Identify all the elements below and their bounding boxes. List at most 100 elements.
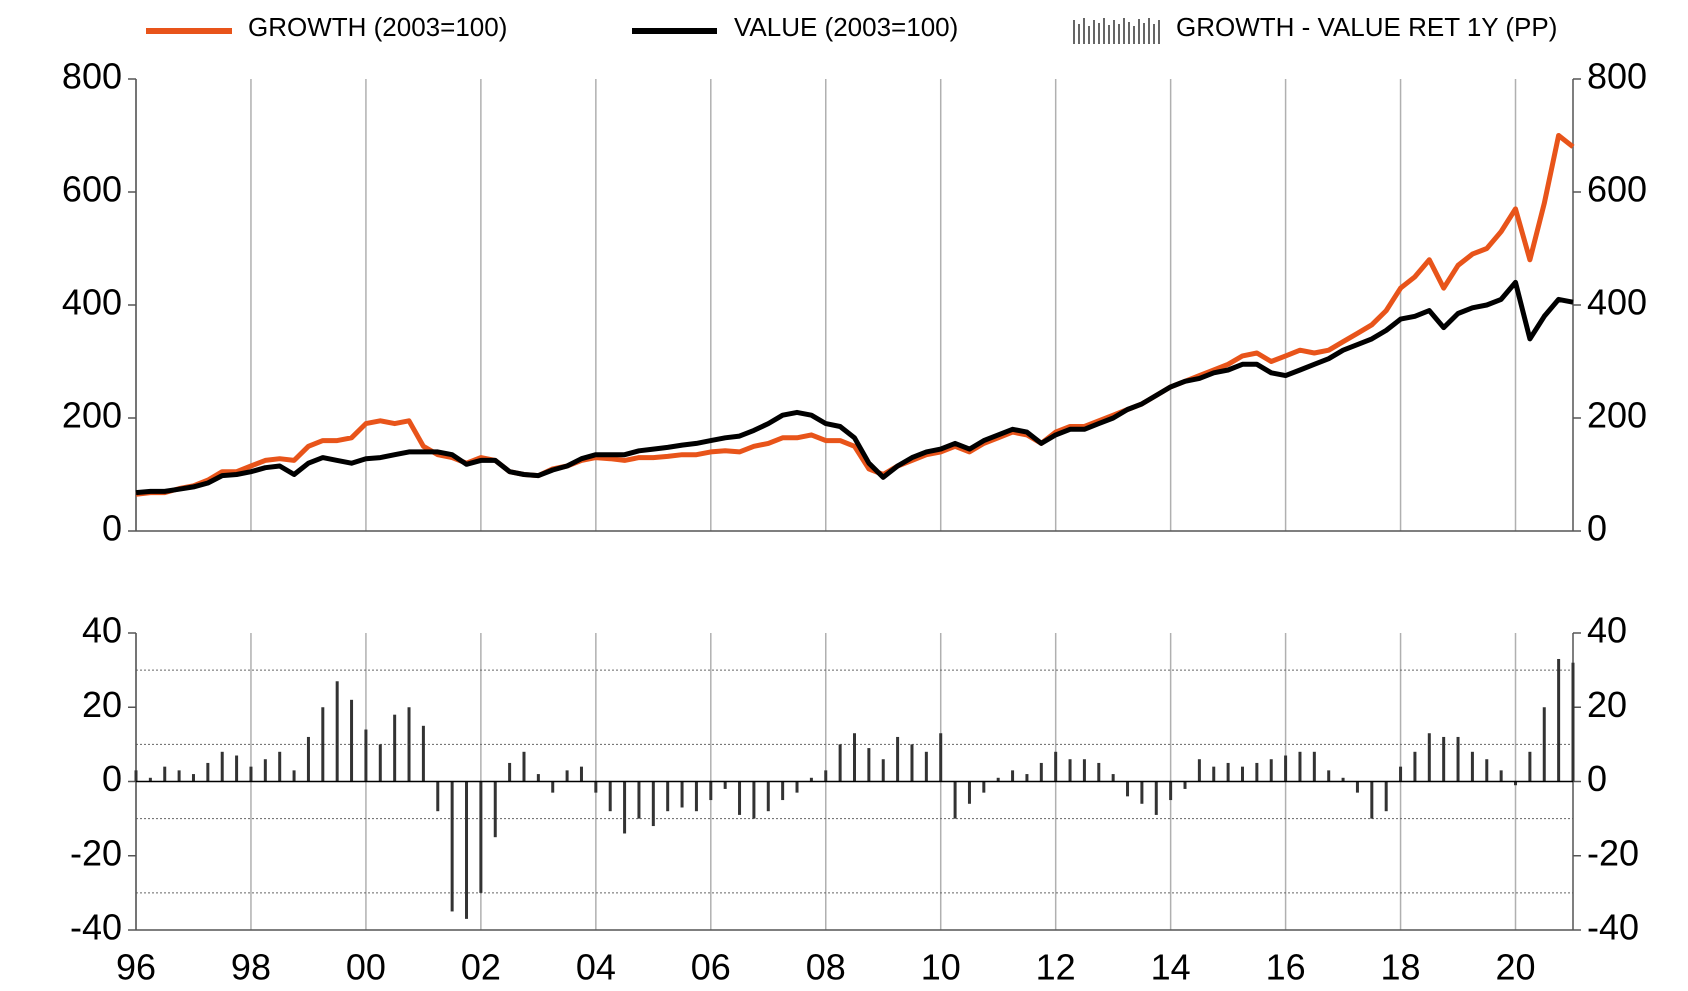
bar <box>579 766 583 782</box>
bar <box>1312 751 1316 782</box>
bar <box>738 781 742 815</box>
bar <box>838 744 842 782</box>
legend-label: VALUE (2003=100) <box>734 12 958 42</box>
y-tick-label: 800 <box>62 56 122 97</box>
y2-tick-label: 200 <box>1587 395 1647 436</box>
bar <box>709 781 713 801</box>
line-series <box>135 279 1574 496</box>
bar <box>1413 751 1417 782</box>
bar <box>191 774 195 782</box>
bar <box>967 781 971 804</box>
x-tick-label: 06 <box>691 947 731 988</box>
y2-tick-label: -40 <box>1587 907 1639 948</box>
bar <box>1140 781 1144 804</box>
bar <box>896 736 900 782</box>
bar <box>235 755 239 782</box>
bar <box>1169 781 1173 801</box>
bar <box>996 777 1000 782</box>
bar <box>378 744 382 782</box>
bar <box>536 774 540 782</box>
bar <box>306 736 310 782</box>
bar <box>1427 733 1431 782</box>
bar <box>651 781 655 827</box>
bar <box>364 729 368 782</box>
bar <box>1111 774 1115 782</box>
bar <box>465 781 469 919</box>
bar <box>1284 755 1288 782</box>
y-tick-label: 600 <box>62 169 122 210</box>
bar <box>148 777 152 782</box>
bar <box>910 744 914 782</box>
bar <box>249 766 253 782</box>
bar <box>666 781 670 812</box>
bar <box>853 733 856 782</box>
y2-tick-label: 400 <box>1587 282 1647 323</box>
line-series <box>135 133 1575 497</box>
bar <box>694 781 698 812</box>
bar <box>436 781 440 812</box>
bar <box>565 770 569 782</box>
bar <box>795 781 799 793</box>
bar <box>752 781 756 819</box>
bar <box>1514 781 1518 786</box>
bar <box>177 770 181 782</box>
x-tick-label: 20 <box>1495 947 1535 988</box>
bar <box>1341 777 1345 782</box>
bar <box>522 751 526 782</box>
bar <box>321 707 325 782</box>
bar <box>680 781 684 808</box>
bar <box>1240 766 1244 782</box>
bar <box>393 714 397 782</box>
y2-tick-label: 800 <box>1587 56 1647 97</box>
bar <box>594 781 598 793</box>
bar <box>508 762 512 782</box>
y-tick-label: 20 <box>82 684 122 725</box>
x-tick-label: 14 <box>1151 947 1191 988</box>
bar <box>1255 762 1259 782</box>
bar <box>1370 781 1374 819</box>
y2-tick-label: 40 <box>1587 610 1627 651</box>
bar <box>1499 770 1503 782</box>
y-tick-label: 0 <box>102 758 122 799</box>
bar <box>134 770 138 782</box>
bar <box>1470 751 1474 782</box>
y-tick-label: 400 <box>62 282 122 323</box>
y2-tick-label: 600 <box>1587 169 1647 210</box>
bar <box>263 759 267 782</box>
bar <box>1025 774 1029 782</box>
bar <box>1456 736 1460 782</box>
x-tick-label: 18 <box>1381 947 1421 988</box>
bar <box>1183 781 1187 789</box>
bar <box>1384 781 1388 812</box>
bar <box>766 781 770 812</box>
bar <box>1485 759 1489 782</box>
bar <box>1542 707 1546 782</box>
bar <box>450 781 454 912</box>
bar <box>1212 766 1216 782</box>
bar <box>1355 781 1359 793</box>
bar <box>551 781 555 793</box>
bar <box>1528 751 1532 782</box>
bar <box>1557 658 1561 782</box>
bar <box>479 781 483 893</box>
bar <box>623 781 627 834</box>
bar <box>1054 751 1058 782</box>
x-tick-label: 08 <box>806 947 846 988</box>
bar <box>1154 781 1158 815</box>
bar <box>1442 736 1446 782</box>
y2-tick-label: 0 <box>1587 758 1607 799</box>
bar <box>637 781 641 819</box>
bar <box>608 781 612 812</box>
bar <box>1011 770 1015 782</box>
y-tick-label: -20 <box>70 832 122 873</box>
bar <box>1571 662 1575 782</box>
bar <box>1197 759 1201 782</box>
bar <box>493 781 497 838</box>
bar <box>220 751 224 782</box>
bar <box>1097 762 1101 782</box>
bar <box>292 770 296 782</box>
x-tick-label: 04 <box>576 947 616 988</box>
bar <box>867 748 871 782</box>
bar <box>723 781 727 789</box>
bar <box>1082 759 1086 782</box>
